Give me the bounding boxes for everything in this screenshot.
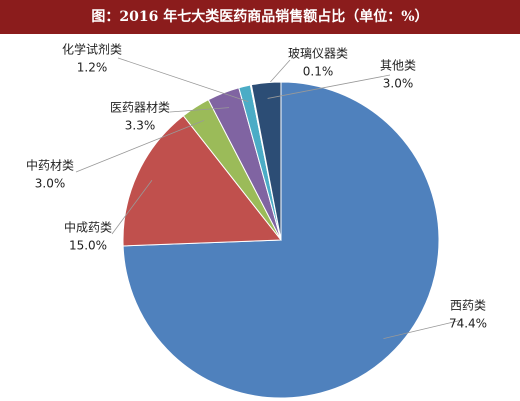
leader-line bbox=[75, 120, 205, 173]
title-banner bbox=[0, 0, 520, 34]
slice-value-label: 74.4% bbox=[449, 317, 487, 331]
slice-value-label: 1.2% bbox=[77, 61, 108, 75]
leader-line bbox=[267, 74, 391, 99]
slice-label: 玻璃仪器类 bbox=[288, 47, 348, 61]
leader-line bbox=[383, 319, 463, 340]
leader-line bbox=[169, 107, 230, 113]
chart-title: 图：2016 年七大类医药商品销售额占比（单位：%） bbox=[91, 8, 428, 25]
pie-slice bbox=[250, 81, 282, 241]
slice-label: 化学试剂类 bbox=[62, 42, 122, 57]
slice-label: 西药类 bbox=[450, 299, 486, 313]
slice-label: 中成药类 bbox=[64, 220, 112, 235]
slice-label: 其他类 bbox=[380, 59, 416, 73]
slice-value-label: 0.1% bbox=[303, 65, 334, 79]
leader-line bbox=[117, 57, 249, 103]
slice-value-label: 3.0% bbox=[35, 177, 66, 191]
leader-line bbox=[111, 180, 153, 235]
slice-value-label: 15.0% bbox=[69, 239, 107, 253]
pie-slice bbox=[122, 115, 282, 247]
slice-value-label: 3.0% bbox=[383, 77, 414, 91]
slice-label: 医药器材类 bbox=[110, 101, 170, 115]
slice-label: 中药材类 bbox=[26, 158, 74, 173]
slice-value-label: 3.3% bbox=[125, 119, 156, 133]
